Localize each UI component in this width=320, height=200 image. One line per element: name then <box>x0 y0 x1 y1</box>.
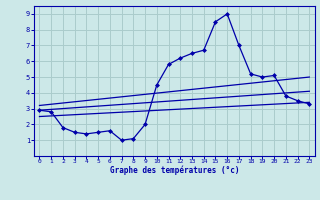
X-axis label: Graphe des températures (°c): Graphe des températures (°c) <box>110 166 239 175</box>
